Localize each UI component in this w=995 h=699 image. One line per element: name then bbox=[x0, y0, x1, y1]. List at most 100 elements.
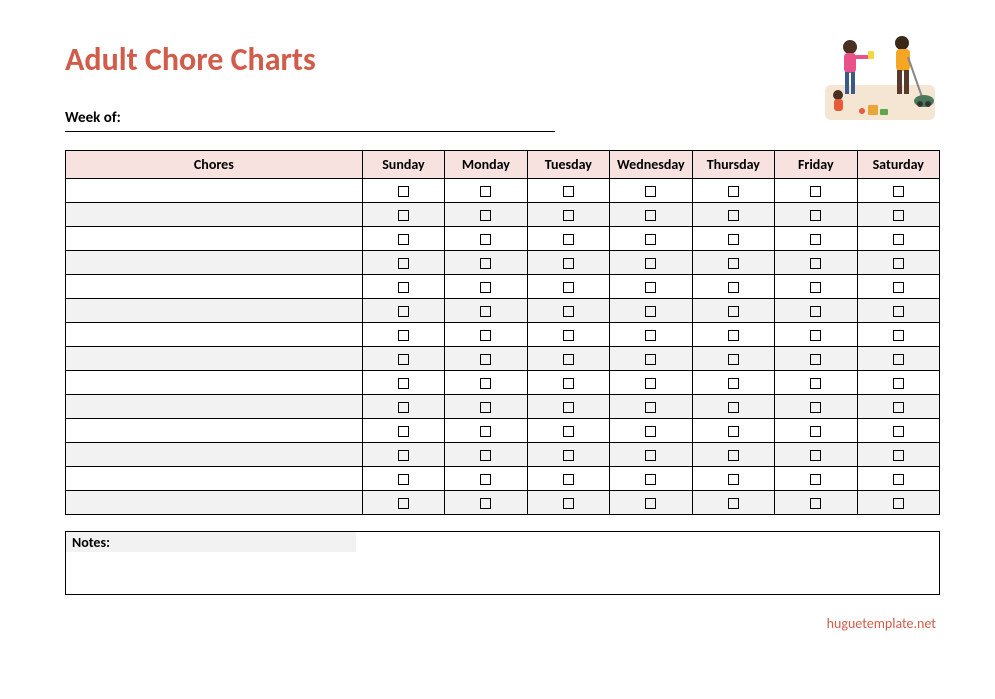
checkbox-icon[interactable] bbox=[645, 306, 656, 317]
checkbox-icon[interactable] bbox=[563, 474, 574, 485]
checkbox-icon[interactable] bbox=[893, 426, 904, 437]
checkbox-icon[interactable] bbox=[645, 210, 656, 221]
chore-name-cell[interactable] bbox=[66, 299, 363, 323]
chore-name-cell[interactable] bbox=[66, 323, 363, 347]
chore-name-cell[interactable] bbox=[66, 467, 363, 491]
chore-name-cell[interactable] bbox=[66, 347, 363, 371]
checkbox-icon[interactable] bbox=[893, 378, 904, 389]
checkbox-icon[interactable] bbox=[563, 210, 574, 221]
checkbox-icon[interactable] bbox=[810, 210, 821, 221]
checkbox-icon[interactable] bbox=[728, 306, 739, 317]
checkbox-icon[interactable] bbox=[480, 210, 491, 221]
chore-name-cell[interactable] bbox=[66, 395, 363, 419]
checkbox-icon[interactable] bbox=[563, 234, 574, 245]
checkbox-icon[interactable] bbox=[563, 186, 574, 197]
notes-box[interactable]: Notes: bbox=[65, 531, 940, 595]
checkbox-icon[interactable] bbox=[563, 258, 574, 269]
checkbox-icon[interactable] bbox=[398, 354, 409, 365]
checkbox-icon[interactable] bbox=[728, 354, 739, 365]
checkbox-icon[interactable] bbox=[728, 426, 739, 437]
checkbox-icon[interactable] bbox=[480, 258, 491, 269]
checkbox-icon[interactable] bbox=[563, 378, 574, 389]
checkbox-icon[interactable] bbox=[728, 282, 739, 293]
checkbox-icon[interactable] bbox=[893, 354, 904, 365]
checkbox-icon[interactable] bbox=[810, 258, 821, 269]
checkbox-icon[interactable] bbox=[480, 282, 491, 293]
checkbox-icon[interactable] bbox=[563, 498, 574, 509]
checkbox-icon[interactable] bbox=[893, 234, 904, 245]
checkbox-icon[interactable] bbox=[645, 378, 656, 389]
checkbox-icon[interactable] bbox=[645, 258, 656, 269]
checkbox-icon[interactable] bbox=[563, 450, 574, 461]
checkbox-icon[interactable] bbox=[810, 450, 821, 461]
checkbox-icon[interactable] bbox=[480, 354, 491, 365]
checkbox-icon[interactable] bbox=[645, 282, 656, 293]
checkbox-icon[interactable] bbox=[728, 402, 739, 413]
checkbox-icon[interactable] bbox=[645, 402, 656, 413]
checkbox-icon[interactable] bbox=[810, 474, 821, 485]
checkbox-icon[interactable] bbox=[810, 306, 821, 317]
checkbox-icon[interactable] bbox=[563, 330, 574, 341]
checkbox-icon[interactable] bbox=[398, 498, 409, 509]
checkbox-icon[interactable] bbox=[810, 402, 821, 413]
checkbox-icon[interactable] bbox=[563, 306, 574, 317]
checkbox-icon[interactable] bbox=[398, 258, 409, 269]
checkbox-icon[interactable] bbox=[480, 306, 491, 317]
checkbox-icon[interactable] bbox=[563, 282, 574, 293]
checkbox-icon[interactable] bbox=[728, 378, 739, 389]
checkbox-icon[interactable] bbox=[728, 498, 739, 509]
checkbox-icon[interactable] bbox=[893, 498, 904, 509]
checkbox-icon[interactable] bbox=[480, 474, 491, 485]
chore-name-cell[interactable] bbox=[66, 491, 363, 515]
checkbox-icon[interactable] bbox=[480, 186, 491, 197]
checkbox-icon[interactable] bbox=[398, 306, 409, 317]
checkbox-icon[interactable] bbox=[398, 282, 409, 293]
chore-name-cell[interactable] bbox=[66, 275, 363, 299]
checkbox-icon[interactable] bbox=[893, 258, 904, 269]
checkbox-icon[interactable] bbox=[398, 474, 409, 485]
checkbox-icon[interactable] bbox=[810, 186, 821, 197]
checkbox-icon[interactable] bbox=[810, 282, 821, 293]
checkbox-icon[interactable] bbox=[893, 306, 904, 317]
checkbox-icon[interactable] bbox=[480, 498, 491, 509]
checkbox-icon[interactable] bbox=[645, 474, 656, 485]
checkbox-icon[interactable] bbox=[398, 210, 409, 221]
checkbox-icon[interactable] bbox=[728, 330, 739, 341]
checkbox-icon[interactable] bbox=[398, 378, 409, 389]
checkbox-icon[interactable] bbox=[563, 402, 574, 413]
checkbox-icon[interactable] bbox=[893, 210, 904, 221]
checkbox-icon[interactable] bbox=[480, 330, 491, 341]
chore-name-cell[interactable] bbox=[66, 443, 363, 467]
chore-name-cell[interactable] bbox=[66, 419, 363, 443]
checkbox-icon[interactable] bbox=[480, 234, 491, 245]
checkbox-icon[interactable] bbox=[893, 474, 904, 485]
checkbox-icon[interactable] bbox=[893, 282, 904, 293]
checkbox-icon[interactable] bbox=[645, 186, 656, 197]
checkbox-icon[interactable] bbox=[563, 426, 574, 437]
checkbox-icon[interactable] bbox=[728, 234, 739, 245]
chore-name-cell[interactable] bbox=[66, 227, 363, 251]
checkbox-icon[interactable] bbox=[398, 426, 409, 437]
checkbox-icon[interactable] bbox=[480, 426, 491, 437]
checkbox-icon[interactable] bbox=[480, 378, 491, 389]
checkbox-icon[interactable] bbox=[893, 186, 904, 197]
checkbox-icon[interactable] bbox=[728, 450, 739, 461]
checkbox-icon[interactable] bbox=[728, 258, 739, 269]
checkbox-icon[interactable] bbox=[893, 402, 904, 413]
checkbox-icon[interactable] bbox=[645, 498, 656, 509]
checkbox-icon[interactable] bbox=[563, 354, 574, 365]
checkbox-icon[interactable] bbox=[810, 234, 821, 245]
checkbox-icon[interactable] bbox=[398, 234, 409, 245]
checkbox-icon[interactable] bbox=[645, 450, 656, 461]
checkbox-icon[interactable] bbox=[645, 354, 656, 365]
checkbox-icon[interactable] bbox=[480, 450, 491, 461]
checkbox-icon[interactable] bbox=[893, 330, 904, 341]
chore-name-cell[interactable] bbox=[66, 203, 363, 227]
checkbox-icon[interactable] bbox=[810, 426, 821, 437]
checkbox-icon[interactable] bbox=[645, 234, 656, 245]
checkbox-icon[interactable] bbox=[810, 330, 821, 341]
checkbox-icon[interactable] bbox=[398, 186, 409, 197]
checkbox-icon[interactable] bbox=[398, 330, 409, 341]
checkbox-icon[interactable] bbox=[810, 378, 821, 389]
checkbox-icon[interactable] bbox=[893, 450, 904, 461]
